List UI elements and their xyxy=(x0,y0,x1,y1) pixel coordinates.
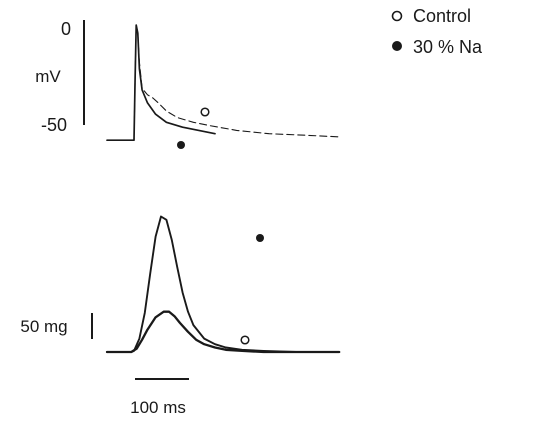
ap-trace-low-sodium xyxy=(106,24,216,142)
filled-circle-marker-icon xyxy=(392,41,402,51)
y-tick-label-0: 0 xyxy=(61,19,71,39)
action-potential-panel: 0 mV -50 Control 30 % Na xyxy=(35,6,483,149)
ap-control-marker-icon xyxy=(200,107,210,117)
legend-entry-low-sodium: 30 % Na xyxy=(392,37,483,57)
y-axis-unit-label: mV xyxy=(35,67,61,86)
tension-scale-label: 50 mg xyxy=(20,317,67,336)
legend-entry-control: Control xyxy=(391,6,471,26)
legend-label-control: Control xyxy=(413,6,471,26)
open-circle-marker-icon xyxy=(391,10,403,22)
tension-traces xyxy=(105,215,341,354)
tension-control-marker-icon xyxy=(240,335,250,345)
tension-panel: 50 mg 100 ms xyxy=(20,215,341,417)
ap-low-sodium-marker-icon xyxy=(177,141,185,149)
action-potential-traces xyxy=(106,24,340,149)
y-tick-label-minus50: -50 xyxy=(41,115,67,135)
legend: Control 30 % Na xyxy=(391,6,483,57)
time-scale-label: 100 ms xyxy=(130,398,186,417)
tension-trace-low-sodium xyxy=(106,215,341,353)
legend-label-low-sodium: 30 % Na xyxy=(413,37,483,57)
tension-trace-control xyxy=(105,310,341,354)
tension-low-sodium-marker-icon xyxy=(256,234,264,242)
